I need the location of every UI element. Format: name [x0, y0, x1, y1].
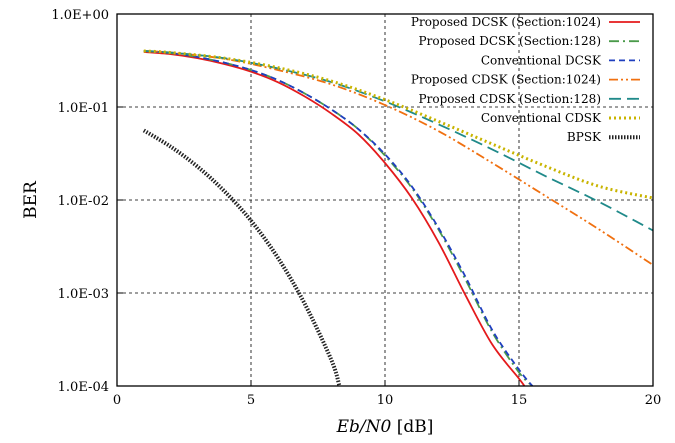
y-tick-label: 1.0E-02: [58, 194, 109, 209]
legend-entry-label: Proposed CDSK (Section:1024): [411, 73, 601, 87]
legend-entry-label: Conventional DCSK: [481, 53, 602, 67]
series-line: [143, 50, 653, 266]
legend-entry-label: Conventional CDSK: [481, 111, 602, 125]
x-axis-title-unit: [dB]: [391, 417, 433, 437]
x-tick-label: 15: [511, 393, 528, 408]
y-tick-label: 1.0E-03: [58, 287, 109, 302]
x-tick-label: 20: [645, 393, 662, 408]
x-tick-label: 10: [377, 393, 394, 408]
y-tick-label: 1.0E+00: [51, 8, 109, 23]
x-tick-label: 0: [113, 393, 121, 408]
grid: [117, 14, 653, 386]
legend: Proposed DCSK (Section:1024) Proposed DCS…: [411, 15, 640, 144]
series-layer: [142, 49, 653, 386]
series-line: [143, 50, 653, 232]
y-tick-label: 1.0E-01: [58, 101, 109, 116]
legend-entry-label: BPSK: [567, 130, 602, 144]
legend-entry-label: Proposed CDSK (Section:128): [419, 92, 601, 106]
x-axis-title: Eb/N0 [dB]: [336, 417, 434, 437]
y-axis-title: BER: [21, 180, 41, 219]
series-line: [143, 50, 534, 386]
legend-entry-label: Proposed DCSK (Section:1024): [411, 15, 601, 29]
legend-entry-label: Proposed DCSK (Section:128): [419, 34, 601, 48]
series-line: [143, 51, 526, 386]
y-tick-label: 1.0E-04: [58, 380, 109, 395]
axis-ticks: 0 5 10 15 20 1.0E+00 1.0E-01 1.0E-02 1.0E-03 1.0E…: [51, 8, 661, 408]
x-tick-label: 5: [247, 393, 255, 408]
series-line: [142, 128, 342, 386]
x-axis-title-var: Eb/N0: [336, 417, 392, 437]
